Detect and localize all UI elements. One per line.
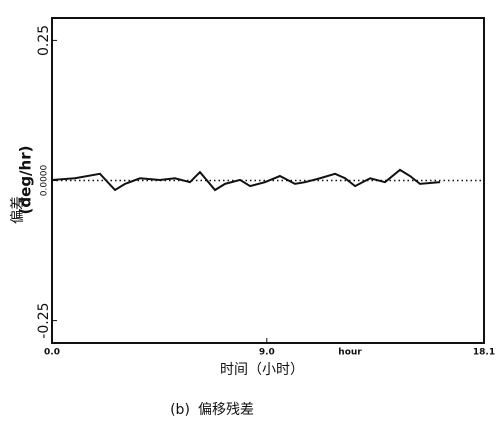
data-line xyxy=(51,168,441,192)
x-axis-label: 时间（小时） xyxy=(220,362,304,378)
y-tick-label: -0.25 xyxy=(36,302,52,338)
x-tick-label: 9.0 xyxy=(259,348,275,358)
x-tick-label: 18.1 xyxy=(473,348,495,358)
y-axis-label: (deg/hr) xyxy=(17,146,35,215)
caption-tag: (b) xyxy=(170,402,190,418)
x-unit: hour xyxy=(338,348,362,358)
caption: 偏移残差 xyxy=(198,402,254,418)
y-axis-label-cn: 偏差 xyxy=(10,196,26,224)
x-tick-label: 0.0 xyxy=(44,348,60,358)
y-tick-label: 0.0000 xyxy=(40,164,50,196)
y-tick-label: 0.25 xyxy=(36,25,52,56)
